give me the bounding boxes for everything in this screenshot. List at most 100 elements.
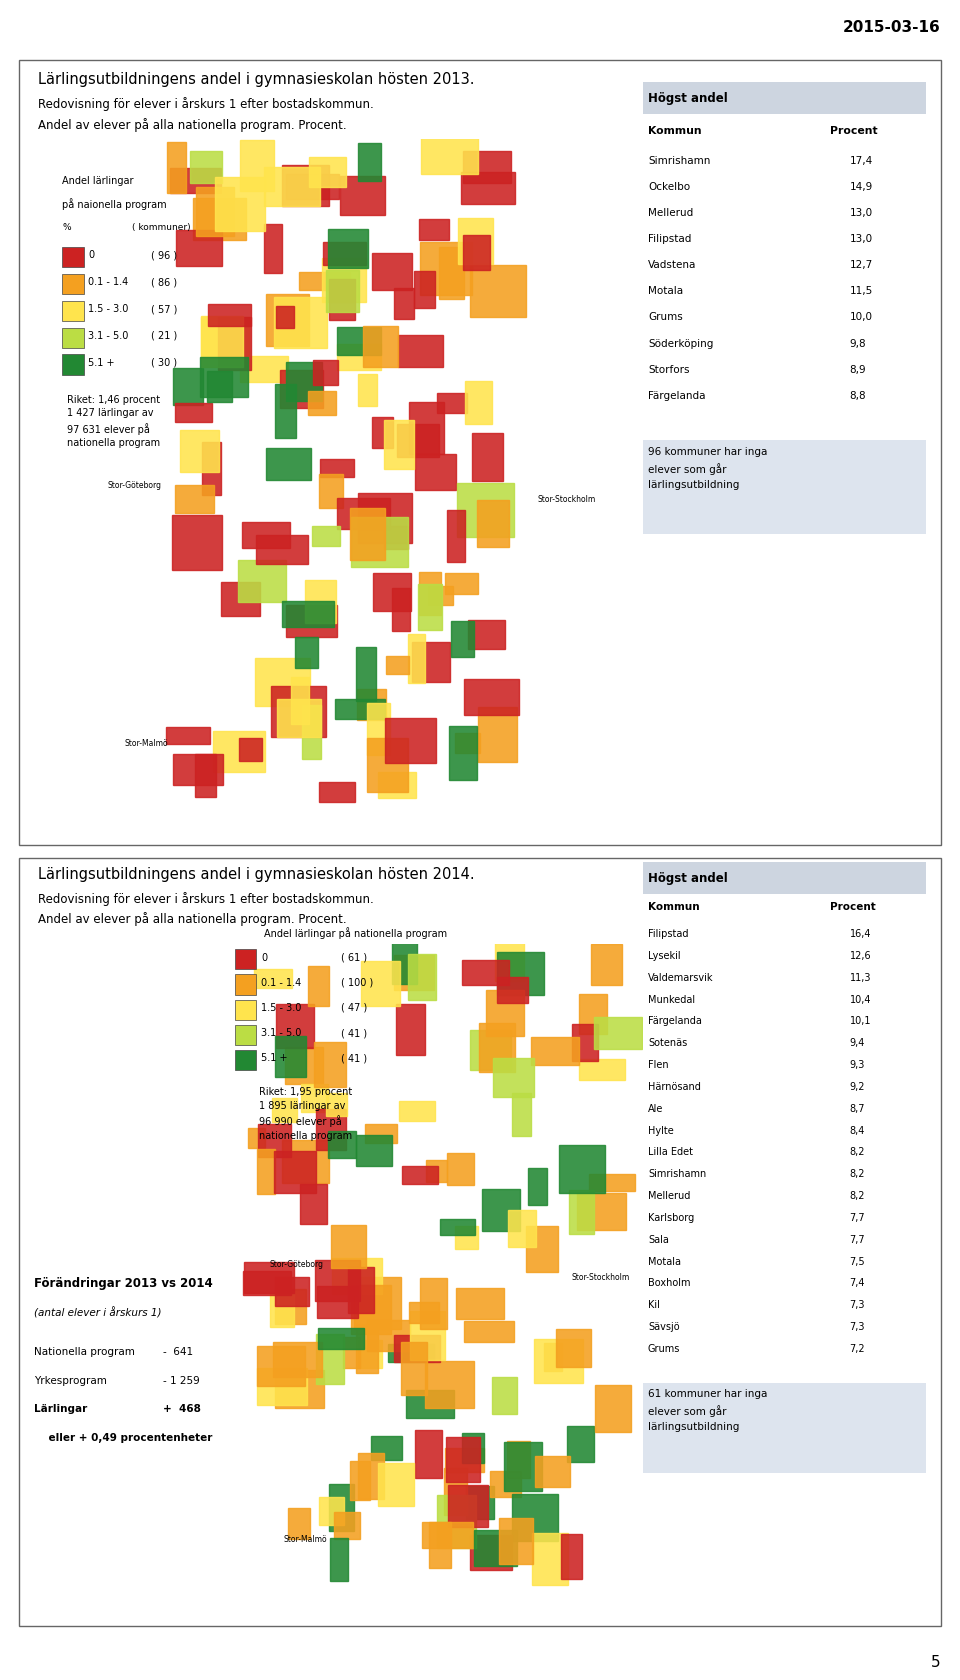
Text: 9,3: 9,3 (850, 1060, 865, 1070)
Bar (305, 580, 336, 623)
Bar (320, 459, 354, 477)
Text: 96 kommuner har inga
elever som går
lärlingsutbildning: 96 kommuner har inga elever som går lärl… (648, 447, 767, 489)
Text: 10,4: 10,4 (850, 995, 871, 1005)
Text: Storfors: Storfors (648, 365, 689, 375)
Bar (445, 573, 477, 595)
Bar (326, 270, 359, 311)
Text: Stor-Malmö: Stor-Malmö (283, 1536, 327, 1544)
Text: 14,9: 14,9 (850, 181, 873, 192)
Bar (332, 1258, 382, 1294)
Text: Högst andel: Högst andel (648, 872, 728, 885)
Text: ( 96 ): ( 96 ) (151, 250, 177, 260)
Bar (477, 499, 509, 548)
Text: Mellerud: Mellerud (648, 208, 693, 218)
Text: 13,0: 13,0 (850, 234, 873, 244)
Text: Kommun: Kommun (648, 902, 700, 912)
Bar (308, 966, 328, 1006)
Bar (180, 430, 219, 472)
Bar (275, 1151, 316, 1193)
Text: 5.1 +: 5.1 + (88, 358, 115, 368)
Bar (323, 242, 367, 265)
Bar (275, 1289, 306, 1324)
Bar (478, 707, 517, 763)
Bar (256, 534, 308, 564)
Bar (378, 773, 416, 798)
Text: 2015-03-16: 2015-03-16 (843, 20, 941, 35)
Bar (256, 1346, 305, 1386)
Text: Andel av elever på alla nationella program. Procent.: Andel av elever på alla nationella progr… (38, 118, 347, 131)
Bar (397, 423, 439, 457)
Text: Motala: Motala (648, 1257, 681, 1267)
Text: Stor-Stockholm: Stor-Stockholm (572, 1273, 630, 1282)
Bar (367, 739, 408, 791)
Bar (358, 1341, 382, 1368)
Bar (337, 497, 391, 529)
Text: eller + 0,49 procentenheter: eller + 0,49 procentenheter (34, 1433, 212, 1443)
Text: Andel lärlingar på nationella program: Andel lärlingar på nationella program (264, 927, 447, 939)
Bar (276, 1037, 306, 1077)
Bar (396, 1005, 425, 1055)
Bar (240, 356, 288, 383)
Text: ( 61 ): ( 61 ) (341, 953, 367, 963)
Bar (451, 620, 474, 657)
Bar (455, 1226, 478, 1248)
Bar (400, 1342, 427, 1394)
Bar (176, 230, 222, 265)
Text: Riket: 1,95 procent
1 895 lärlingar av
96 990 elever på
nationella program: Riket: 1,95 procent 1 895 lärlingar av 9… (259, 1087, 352, 1141)
Bar (406, 1389, 454, 1418)
Bar (328, 1483, 353, 1530)
Bar (254, 969, 292, 988)
Bar (414, 272, 435, 307)
Bar (296, 637, 318, 669)
Bar (325, 1092, 347, 1116)
Bar (271, 1294, 294, 1327)
Bar (392, 588, 410, 630)
Bar (351, 517, 408, 568)
Bar (399, 1102, 435, 1122)
Bar (358, 1453, 384, 1499)
Bar (276, 699, 321, 738)
Text: 0.1 - 1.4: 0.1 - 1.4 (88, 277, 129, 287)
Text: Stor-Göteborg: Stor-Göteborg (108, 480, 161, 491)
Text: Grums: Grums (648, 1344, 681, 1354)
Bar (266, 294, 309, 346)
Bar (384, 420, 414, 469)
Bar (363, 326, 398, 368)
Bar (384, 526, 408, 549)
Bar (282, 165, 328, 205)
Text: ( 86 ): ( 86 ) (151, 277, 177, 287)
Bar (497, 953, 543, 996)
Text: Simrishamn: Simrishamn (648, 156, 710, 166)
Text: Härnösand: Härnösand (648, 1082, 701, 1092)
Bar (394, 1334, 441, 1362)
Text: Filipstad: Filipstad (648, 929, 688, 939)
Text: Mellerud: Mellerud (648, 1191, 690, 1201)
Bar (248, 1129, 265, 1147)
Bar (492, 1378, 516, 1415)
Bar (212, 731, 265, 771)
Bar (320, 781, 355, 801)
Bar (532, 1534, 567, 1584)
Text: Vadstena: Vadstena (648, 260, 696, 270)
Bar (317, 1287, 358, 1319)
Text: 9,8: 9,8 (850, 339, 866, 348)
Text: 7,2: 7,2 (850, 1344, 865, 1354)
Bar (571, 1025, 598, 1060)
Text: ( 41 ): ( 41 ) (341, 1053, 367, 1063)
Bar (418, 583, 443, 630)
Bar (365, 1124, 396, 1144)
Text: ( 47 ): ( 47 ) (341, 1003, 367, 1013)
Bar (315, 1260, 359, 1302)
Text: ( 30 ): ( 30 ) (151, 358, 177, 368)
Bar (319, 1327, 364, 1349)
Bar (569, 1189, 594, 1235)
Text: Redovisning för elever i årskurs 1 efter bostadskommun.: Redovisning för elever i årskurs 1 efter… (38, 892, 374, 906)
Bar (173, 368, 204, 405)
Text: Söderköping: Söderköping (648, 339, 713, 348)
Text: - 1 259: - 1 259 (163, 1376, 200, 1386)
Bar (367, 704, 391, 756)
Bar (580, 1058, 625, 1080)
Bar (313, 361, 338, 385)
Text: 8,4: 8,4 (850, 1126, 865, 1136)
Bar (397, 336, 444, 366)
